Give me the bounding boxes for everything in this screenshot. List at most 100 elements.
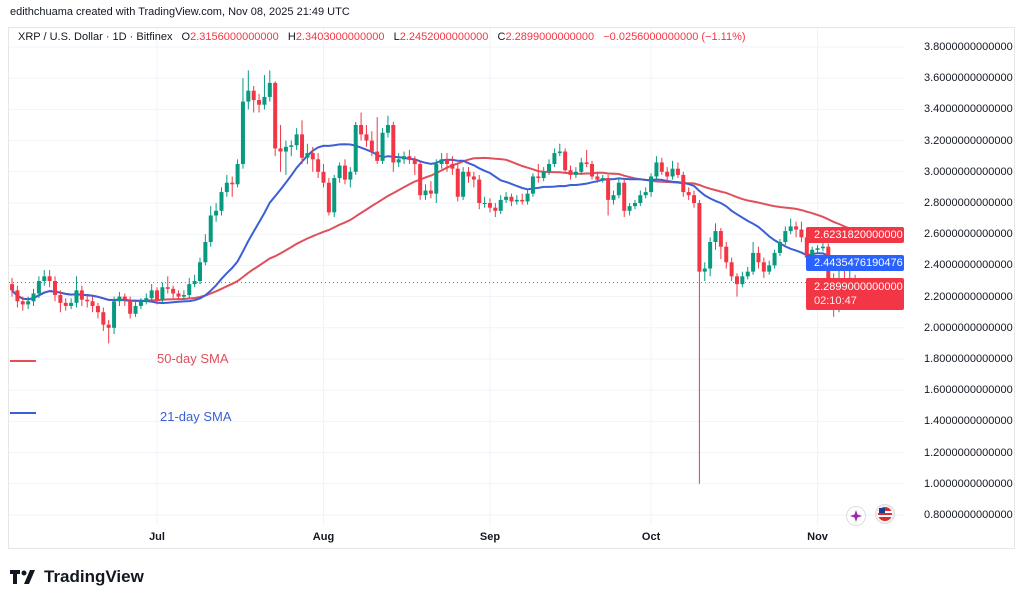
candle (794, 221, 799, 238)
tradingview-logo[interactable]: TradingView (10, 567, 144, 587)
candle (584, 149, 589, 168)
candle (740, 271, 745, 288)
candle-body (734, 276, 739, 285)
candle (579, 157, 584, 175)
candle-body (128, 299, 133, 314)
flag-icon[interactable] (875, 504, 895, 524)
x-tick-label: Nov (807, 531, 828, 543)
candle-body (573, 171, 578, 175)
candle (310, 146, 315, 172)
candle (777, 238, 782, 257)
candle-body (391, 125, 396, 163)
candle-body (332, 178, 337, 213)
sma21-price-label: 2.4435476190476 (806, 255, 904, 271)
candle (214, 203, 219, 222)
candle-body (740, 276, 745, 285)
candle-body (804, 237, 809, 258)
candle (445, 153, 450, 172)
candle (649, 173, 654, 197)
y-tick-label: 0.8000000000000 (924, 509, 1013, 521)
candle-body (112, 301, 117, 328)
candle-body (342, 165, 347, 180)
candle-body (262, 96, 267, 105)
y-tick-label: 1.8000000000000 (924, 353, 1013, 365)
candle (369, 131, 374, 157)
candle-body (675, 168, 680, 175)
candle-body (471, 176, 476, 180)
candle (321, 164, 326, 188)
candle-body (155, 290, 160, 300)
candle-body (326, 182, 331, 213)
candle-body (692, 195, 697, 203)
candle (112, 296, 117, 335)
candle (670, 160, 675, 180)
candle-body (713, 231, 718, 242)
candle (520, 193, 525, 205)
candle-body (820, 246, 825, 249)
y-tick-label: 1.6000000000000 (924, 384, 1013, 397)
candle-body (498, 199, 503, 211)
candle-body (214, 210, 219, 216)
candle (606, 174, 611, 216)
candle (47, 270, 52, 288)
candle (783, 226, 788, 246)
candle (665, 167, 670, 182)
candle (144, 293, 149, 305)
candle (181, 290, 186, 300)
candle-body (455, 168, 460, 197)
candlestick-chart[interactable] (0, 0, 1024, 560)
candle-body (230, 182, 235, 185)
candle-body (686, 192, 691, 196)
candle-body (579, 162, 584, 172)
change-value: −0.0256000000000 (−1.11%) (603, 31, 746, 43)
candle-body (466, 171, 471, 177)
y-tick-label: 3.8000000000000 (924, 41, 1013, 53)
candle-body (772, 252, 777, 266)
candle (69, 298, 74, 310)
candle (117, 291, 122, 306)
candle-body (756, 252, 761, 263)
candle (128, 296, 133, 319)
candle (466, 167, 471, 183)
candle-body (638, 195, 643, 203)
candle (101, 307, 106, 331)
sparkle-icon[interactable] (846, 506, 866, 526)
candle (364, 125, 369, 147)
candle (353, 121, 358, 175)
candle (697, 199, 702, 484)
candle (26, 296, 31, 310)
candle-body (385, 125, 390, 133)
candle-body (316, 159, 321, 172)
candle (224, 174, 229, 197)
candle (450, 156, 455, 175)
candle-body (600, 178, 605, 180)
candle (95, 302, 100, 319)
candle-body (493, 207, 498, 211)
candle (289, 140, 294, 157)
candle-body (509, 196, 514, 202)
candle-body (412, 159, 417, 164)
candle (402, 151, 407, 164)
candle (10, 277, 15, 297)
high-value: 2.3403000000000 (295, 31, 385, 43)
candle (283, 140, 288, 175)
candle (487, 198, 492, 213)
candle (729, 257, 734, 281)
candle (246, 70, 251, 110)
candle-body (359, 125, 364, 135)
candle-body (783, 231, 788, 242)
high-label: H (287, 31, 296, 43)
candle-body (36, 281, 41, 294)
sma50-price-label: 2.6231820000000 (806, 227, 904, 243)
candle-body (273, 82, 278, 149)
candle (165, 276, 170, 294)
candle (547, 159, 552, 175)
candle (493, 203, 498, 218)
candle-body (434, 164, 439, 194)
candle (568, 165, 573, 180)
candle (681, 171, 686, 197)
candle-body (590, 164, 594, 177)
candle-body (380, 132, 385, 161)
candle (767, 260, 772, 275)
candle (138, 298, 143, 310)
